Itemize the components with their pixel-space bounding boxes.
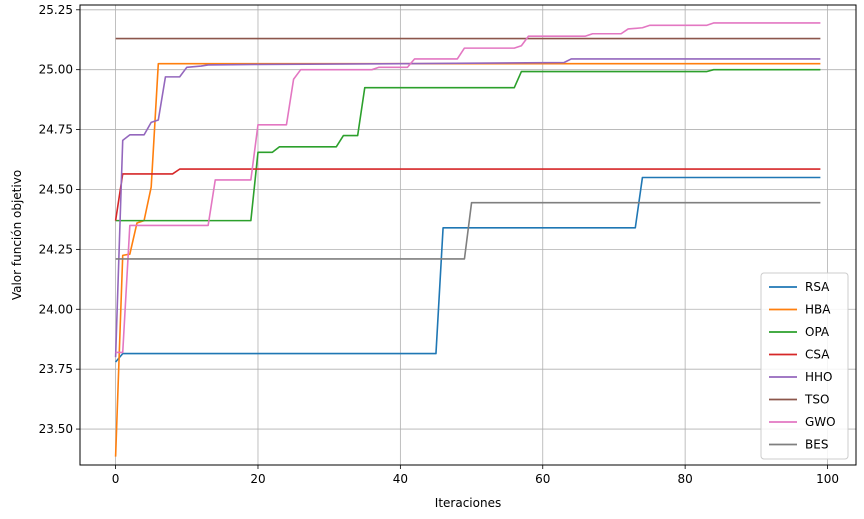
series-lines <box>114 22 821 457</box>
x-tick-label: 80 <box>677 472 692 486</box>
legend: RSA HBA OPA CSA HHO TSO GWO BES <box>760 272 849 460</box>
legend-label: GWO <box>805 415 836 429</box>
y-tick-label: 24.25 <box>39 242 73 256</box>
x-tick-label: 20 <box>250 472 265 486</box>
y-tick-label: 25.00 <box>39 63 73 77</box>
legend-label: HBA <box>805 303 831 317</box>
y-tick-label: 25.25 <box>39 3 73 17</box>
y-axis-ticks: 23.50 23.75 24.00 24.25 24.50 24.75 25.00 25.25 <box>39 3 80 436</box>
x-axis-ticks: 0 20 40 60 80 100 <box>112 465 839 486</box>
legend-label: TSO <box>804 393 829 407</box>
series-line-rsa <box>114 176 821 363</box>
x-tick-label: 0 <box>112 472 120 486</box>
legend-box <box>760 272 849 460</box>
plot-frame <box>79 4 857 466</box>
x-tick-label: 60 <box>535 472 550 486</box>
series-line-opa <box>115 68 821 222</box>
legend-label: BES <box>805 438 828 452</box>
y-tick-label: 23.50 <box>39 422 73 436</box>
legend-label: OPA <box>805 325 830 339</box>
y-tick-label: 24.75 <box>39 123 73 137</box>
legend-label: CSA <box>805 348 830 362</box>
y-axis-label: Valor función objetivo <box>10 170 24 300</box>
x-tick-label: 100 <box>816 472 839 486</box>
x-axis-label: Iteraciones <box>435 496 501 510</box>
y-tick-label: 24.50 <box>39 182 73 196</box>
series-line-bes <box>115 201 821 260</box>
x-tick-label: 40 <box>393 472 408 486</box>
series-line-gwo <box>115 22 821 354</box>
legend-label: HHO <box>805 370 833 384</box>
y-tick-label: 24.00 <box>39 302 73 316</box>
series-line-hba <box>114 62 821 457</box>
grid-lines <box>80 5 856 465</box>
series-line-hho <box>114 58 821 358</box>
legend-label: RSA <box>805 280 830 294</box>
y-tick-label: 23.75 <box>39 362 73 376</box>
